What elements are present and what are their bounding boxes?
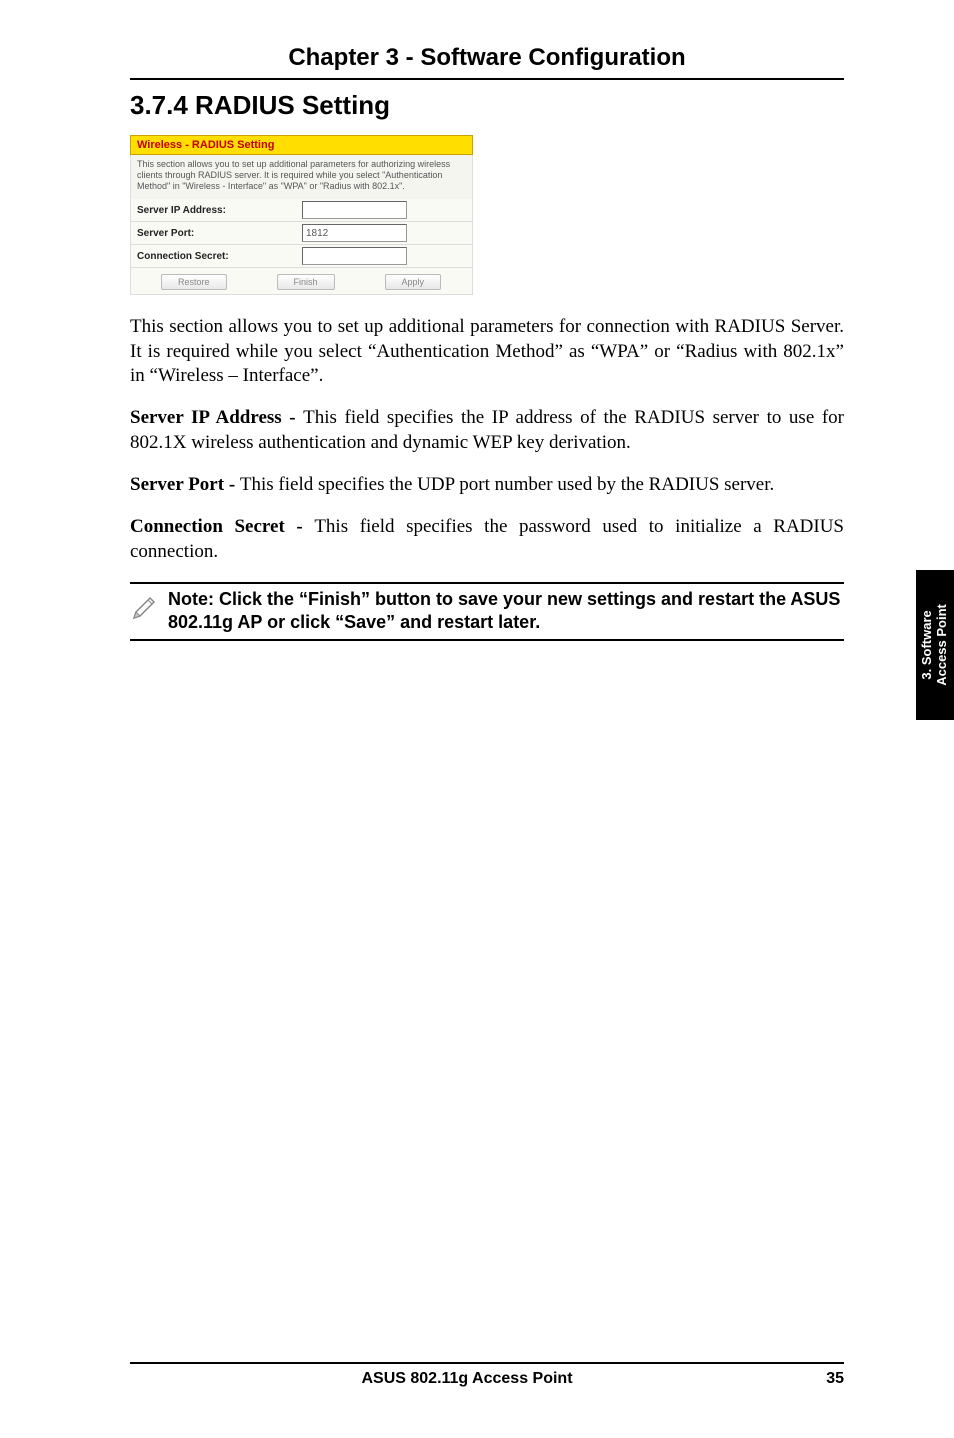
screenshot-row: Server IP Address: (130, 199, 473, 222)
note-text: Note: Click the “Finish” button to save … (168, 588, 844, 635)
divider (130, 78, 844, 80)
screenshot-row: Server Port: (130, 222, 473, 245)
screenshot-buttons: Restore Finish Apply (130, 268, 473, 295)
screenshot-desc: This section allows you to set up additi… (130, 155, 473, 199)
para-label: Server Port - (130, 474, 240, 495)
footer: ASUS 802.11g Access Point 35 (130, 1362, 844, 1388)
paragraph: Server Port - This field specifies the U… (130, 473, 844, 497)
chapter-title: Chapter 3 - Software Configuration (130, 44, 844, 72)
note-divider-bottom (130, 639, 844, 641)
paragraph: Server IP Address - This field specifies… (130, 406, 844, 455)
footer-divider (130, 1362, 844, 1364)
connection-secret-input[interactable] (302, 247, 407, 265)
para-label: Connection Secret - (130, 516, 314, 537)
side-tab-line: 3. Software (920, 604, 935, 686)
finish-button[interactable]: Finish (277, 274, 335, 290)
apply-button[interactable]: Apply (385, 274, 442, 290)
radius-screenshot: Wireless - RADIUS Setting This section a… (130, 135, 473, 295)
note-divider-top (130, 582, 844, 584)
note-block: Note: Click the “Finish” button to save … (130, 588, 844, 635)
screenshot-row: Connection Secret: (130, 245, 473, 268)
server-port-input[interactable] (302, 224, 407, 242)
paragraph: Connection Secret - This field specifies… (130, 515, 844, 564)
side-tab: 3. Software Access Point (916, 570, 954, 720)
server-ip-input[interactable] (302, 201, 407, 219)
field-label: Server Port: (137, 228, 302, 239)
para-label: Server IP Address - (130, 407, 303, 428)
field-label: Connection Secret: (137, 251, 302, 262)
page-number: 35 (804, 1370, 844, 1388)
field-label: Server IP Address: (137, 205, 302, 216)
section-title: 3.7.4 RADIUS Setting (130, 90, 844, 121)
footer-title: ASUS 802.11g Access Point (130, 1370, 804, 1388)
paragraph: This section allows you to set up additi… (130, 315, 844, 388)
side-tab-line: Access Point (935, 604, 950, 686)
pencil-icon (130, 594, 158, 622)
screenshot-header: Wireless - RADIUS Setting (130, 135, 473, 155)
restore-button[interactable]: Restore (161, 274, 227, 290)
para-text: This field specifies the UDP port number… (240, 474, 774, 495)
